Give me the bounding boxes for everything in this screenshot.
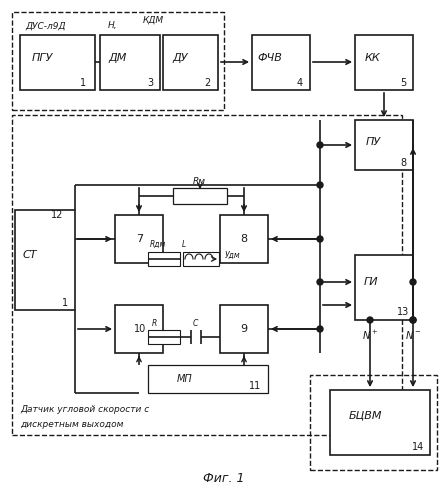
Bar [148,252,180,266]
Text: ДМ: ДМ [109,53,127,63]
Bar [12,12,224,110]
Bar [310,375,437,470]
Text: БЦВМ: БЦВМ [348,410,382,420]
Text: Удм: Удм [225,250,240,260]
Bar [148,330,180,344]
Bar [252,35,310,90]
Text: дискретным выходом: дискретным выходом [20,420,123,429]
Text: ДУС-л9Д: ДУС-л9Д [25,22,66,31]
Text: КК: КК [365,53,381,63]
Text: Фиг. 1: Фиг. 1 [203,472,245,484]
Circle shape [317,142,323,148]
Bar [355,35,413,90]
Text: ФЧВ: ФЧВ [257,53,283,63]
Text: 7: 7 [136,234,143,244]
Text: ГИ: ГИ [364,277,378,287]
Bar [20,35,95,90]
Bar [148,365,268,393]
Bar [220,215,268,263]
Text: 3: 3 [147,78,153,88]
Text: C: C [193,319,198,328]
Text: 11: 11 [249,381,261,391]
Text: 8: 8 [240,234,248,244]
Text: 10: 10 [134,324,146,334]
Text: ПГУ: ПГУ [31,53,53,63]
Text: Rдм: Rдм [150,240,166,249]
Circle shape [410,317,416,323]
Bar [15,210,75,310]
Text: 4: 4 [297,78,303,88]
Circle shape [317,182,323,188]
Bar [115,215,163,263]
Text: 1: 1 [62,298,68,308]
Bar [220,305,268,353]
Text: L: L [182,240,186,249]
Text: Датчик угловой скорости с: Датчик угловой скорости с [20,405,149,414]
Circle shape [317,279,323,285]
Text: СТ: СТ [23,250,37,260]
Text: R: R [152,319,157,328]
Text: 8: 8 [400,158,406,168]
Bar [355,255,413,320]
Text: $N^+$: $N^+$ [362,328,378,342]
Circle shape [410,317,416,323]
Circle shape [367,317,373,323]
Text: Rм: Rм [193,177,206,186]
Bar [100,35,160,90]
Text: 9: 9 [240,324,248,334]
Text: ДУ: ДУ [172,53,188,63]
Text: КДМ: КДМ [143,16,164,25]
Text: 12: 12 [51,210,63,220]
Bar [115,305,163,353]
Text: 2: 2 [204,78,210,88]
Text: Н,: Н, [108,21,118,30]
Text: ПУ: ПУ [366,137,380,147]
Text: МП: МП [177,374,193,384]
Bar [163,35,218,90]
Text: 13: 13 [397,307,409,317]
Bar [330,390,430,455]
Bar [355,120,413,170]
Bar [173,188,227,204]
Text: 5: 5 [400,78,406,88]
Circle shape [410,279,416,285]
Bar [12,115,402,435]
Bar [183,252,219,266]
Circle shape [317,236,323,242]
Circle shape [317,326,323,332]
Text: 14: 14 [412,442,424,452]
Text: 1: 1 [80,78,86,88]
Text: $N^-$: $N^-$ [405,329,421,341]
